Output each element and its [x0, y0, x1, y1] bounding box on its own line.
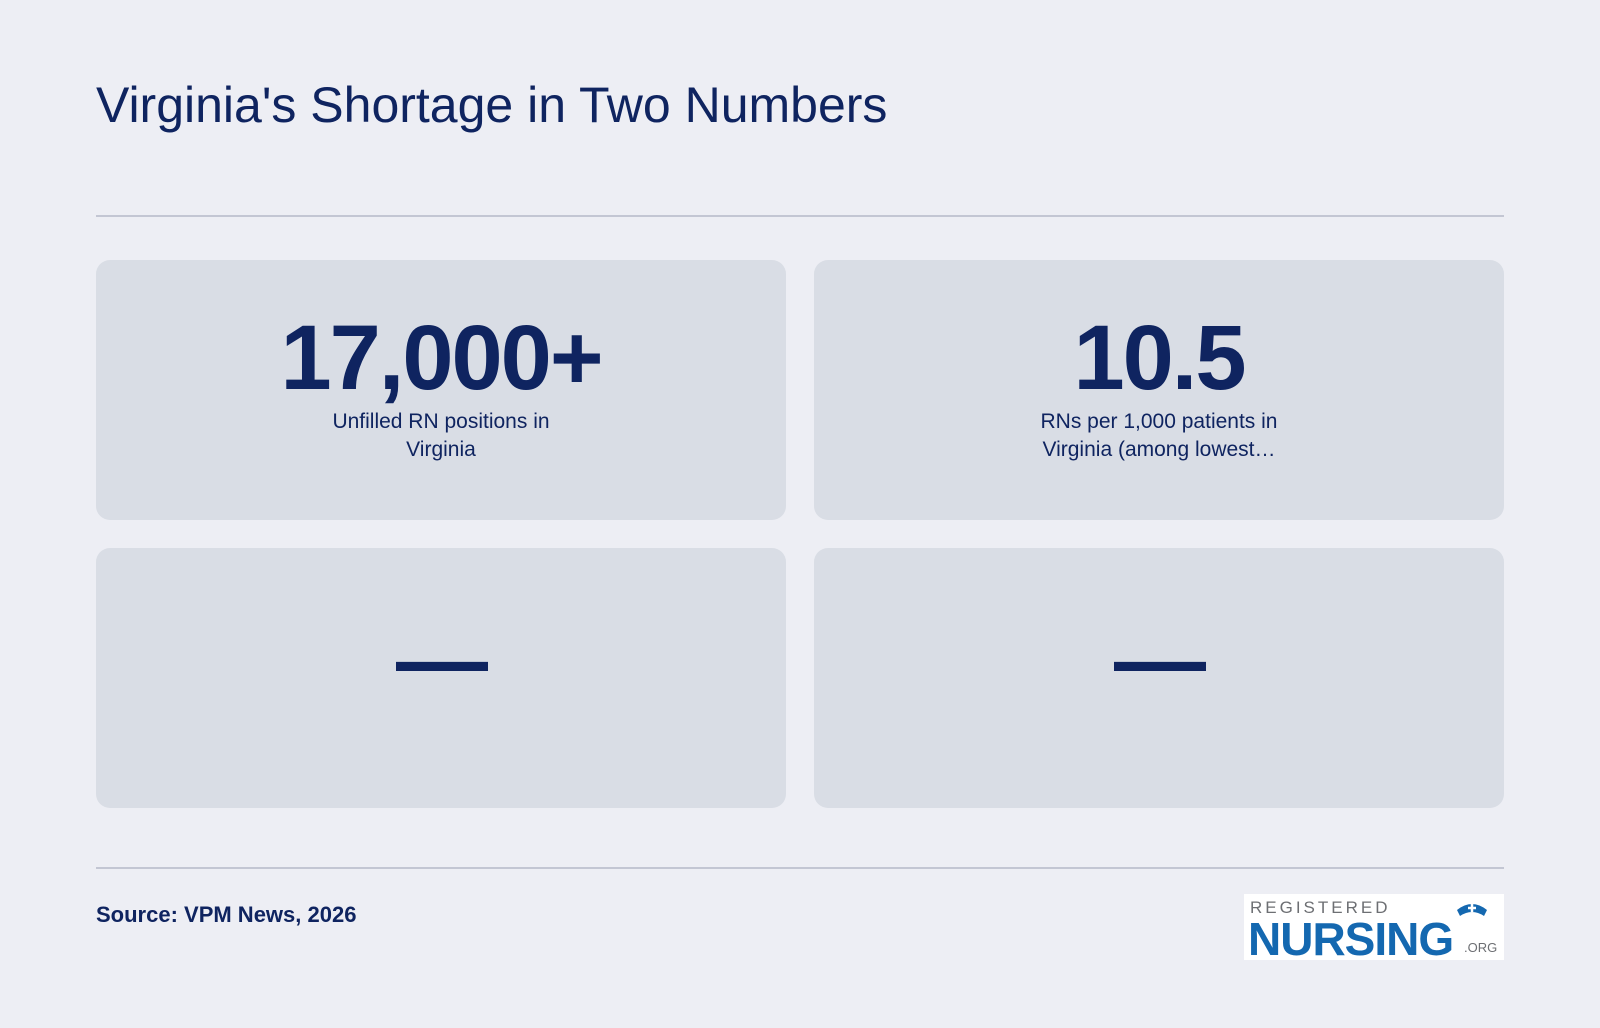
logo-top: REGISTERED — [1250, 898, 1391, 917]
stat-value: 17,000+ — [280, 307, 603, 409]
stat-label: RNs per 1,000 patients in Virginia (amon… — [1040, 410, 1278, 461]
divider — [96, 215, 1504, 217]
stat-card: — — [96, 548, 786, 808]
stat-value: — — [396, 609, 488, 711]
page-title: Virginia's Shortage in Two Numbers — [96, 77, 888, 133]
stat-value: 10.5 — [1073, 307, 1246, 409]
divider — [96, 867, 1504, 869]
stat-card: 10.5 RNs per 1,000 patients in Virginia … — [814, 260, 1504, 520]
stat-value: — — [1114, 609, 1206, 711]
logo-suffix: .ORG — [1464, 940, 1498, 955]
card-grid: 17,000+ Unfilled RN positions in Virgini… — [96, 260, 1504, 808]
source-note: Source: VPM News, 2026 — [96, 902, 357, 927]
stat-card: — — [814, 548, 1504, 808]
stat-card: 17,000+ Unfilled RN positions in Virgini… — [96, 260, 786, 520]
logo-main: NURSING — [1248, 913, 1454, 965]
stat-label: Unfilled RN positions in Virginia — [332, 410, 550, 461]
logo-cap — [1457, 904, 1487, 916]
logo: REGISTERED NURSING .ORG — [1244, 894, 1504, 965]
